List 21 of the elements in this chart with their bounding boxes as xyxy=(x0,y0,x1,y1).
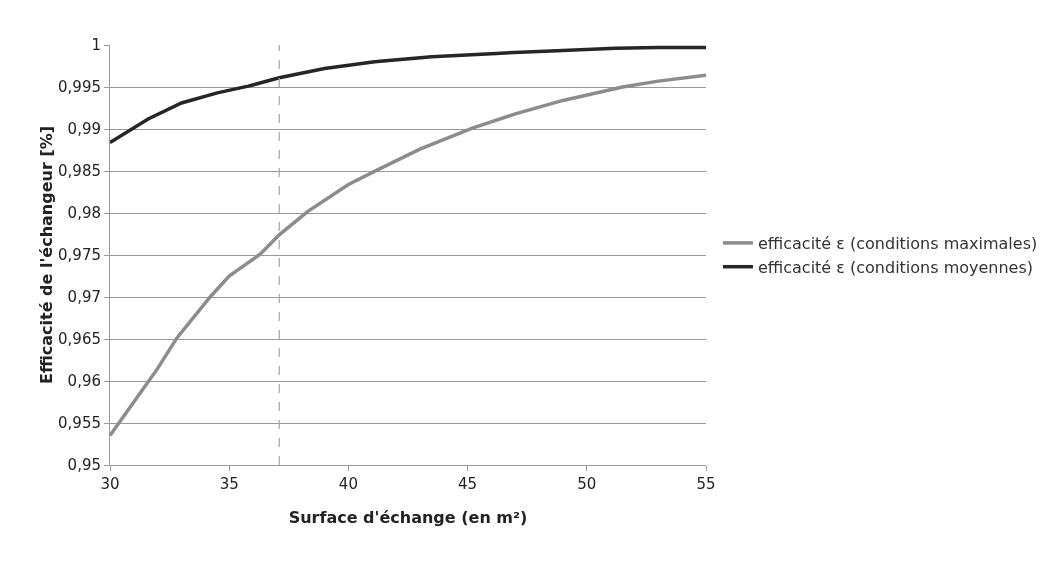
y-tick-label: 0,95 xyxy=(67,456,101,475)
y-tick-label: 0,985 xyxy=(58,162,101,181)
y-tick-label: 0,965 xyxy=(58,330,101,349)
x-tick-label: 35 xyxy=(219,475,239,493)
y-tick-label: 0,955 xyxy=(58,414,101,433)
y-tick-label: 0,97 xyxy=(67,288,101,307)
legend-label: efficacité ε (conditions maximales) xyxy=(757,234,1038,254)
x-tick-label: 55 xyxy=(696,475,716,493)
legend-label: efficacité ε (conditions moyennes) xyxy=(757,257,1034,277)
y-tick-label: 0,975 xyxy=(58,246,101,265)
y-tick-label: 0,96 xyxy=(67,372,101,391)
x-tick-label: 40 xyxy=(338,475,358,493)
x-axis-title: Surface d'échange (en m²) xyxy=(288,508,528,527)
x-tick-label: 45 xyxy=(458,475,478,493)
y-tick-label: 0,99 xyxy=(67,120,101,139)
x-tick-label: 30 xyxy=(100,475,120,493)
y-tick-label: 0,98 xyxy=(67,204,101,223)
y-tick-label: 0,995 xyxy=(58,78,101,97)
x-tick-label: 50 xyxy=(577,475,597,493)
y-axis-title: Efficacité de l'échangeur [%] xyxy=(37,125,57,385)
y-tick-label: 1 xyxy=(91,36,101,55)
